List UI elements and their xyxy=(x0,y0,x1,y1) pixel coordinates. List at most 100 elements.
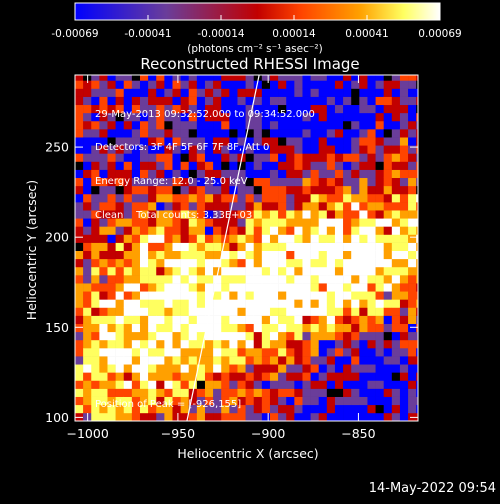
heatmap-cell xyxy=(375,88,384,97)
heatmap-cell xyxy=(253,169,263,179)
heatmap-cell xyxy=(123,80,133,89)
heatmap-cell xyxy=(91,380,100,389)
heatmap-cell xyxy=(294,218,303,227)
heatmap-cell xyxy=(269,307,279,316)
heatmap-cell xyxy=(351,266,360,276)
heatmap-cell xyxy=(245,356,255,365)
heatmap-cell xyxy=(204,348,214,357)
heatmap-cell xyxy=(245,364,255,373)
heatmap-cell xyxy=(302,112,311,122)
heatmap-cell xyxy=(229,250,238,260)
heatmap-cell xyxy=(375,364,384,373)
heatmap-cell xyxy=(139,331,149,341)
heatmap-cell xyxy=(91,120,100,130)
heatmap-cell xyxy=(391,234,401,243)
heatmap-cell xyxy=(83,202,92,211)
heatmap-cell xyxy=(359,96,368,106)
heatmap-cell xyxy=(164,266,173,276)
heatmap-cell xyxy=(131,250,141,260)
heatmap-cell xyxy=(172,75,181,81)
heatmap-cell xyxy=(107,364,116,373)
heatmap-cell xyxy=(213,380,222,389)
heatmap-cell xyxy=(261,372,271,381)
heatmap-cell xyxy=(391,153,401,162)
heatmap-cell xyxy=(351,202,360,211)
heatmap-cell xyxy=(416,226,418,235)
heatmap-cell xyxy=(286,266,295,276)
heatmap-cell xyxy=(237,193,246,203)
heatmap-cell xyxy=(399,112,409,122)
heatmap-cell xyxy=(294,315,303,324)
heatmap-cell xyxy=(269,226,279,235)
heatmap-cell xyxy=(343,75,352,81)
heatmap-cell xyxy=(131,177,141,187)
heatmap-cell xyxy=(391,193,401,203)
heatmap-cell xyxy=(399,258,409,268)
heatmap-cell xyxy=(302,120,311,130)
heatmap-cell xyxy=(261,291,271,300)
heatmap-cell xyxy=(83,210,92,219)
heatmap-cell xyxy=(188,161,198,170)
heatmap-cell xyxy=(164,404,173,414)
heatmap-cell xyxy=(229,153,238,162)
heatmap-cell xyxy=(326,80,336,89)
heatmap-cell xyxy=(408,137,417,146)
heatmap-cell xyxy=(172,250,181,260)
heatmap-cell xyxy=(204,145,214,154)
heatmap-cell xyxy=(148,145,157,154)
heatmap-cell xyxy=(269,145,279,154)
heatmap-cell xyxy=(156,388,165,397)
heatmap-cell xyxy=(343,283,352,292)
heatmap-cell xyxy=(229,323,238,333)
x-axis-ticks: −1000 −950 −900 −850 xyxy=(66,75,376,441)
heatmap-cell xyxy=(164,299,173,308)
heatmap-cell xyxy=(196,412,206,421)
heatmap-cell xyxy=(83,96,92,106)
heatmap-cell xyxy=(383,210,393,219)
heatmap-cell xyxy=(99,177,108,187)
heatmap-cell xyxy=(391,323,401,333)
heatmap-cell xyxy=(408,380,417,389)
heatmap-cell xyxy=(188,291,198,300)
heatmap-cell xyxy=(204,210,214,219)
heatmap-cell xyxy=(75,161,84,170)
heatmap-cell xyxy=(351,88,360,97)
heatmap-cell xyxy=(253,339,263,349)
heatmap-cell xyxy=(107,75,116,81)
heatmap-cell xyxy=(213,218,222,227)
heatmap-cell xyxy=(83,104,92,114)
heatmap-cell xyxy=(286,412,295,421)
heatmap-cell xyxy=(391,104,401,114)
heatmap-cell xyxy=(196,112,206,122)
heatmap-cell xyxy=(172,266,181,276)
heatmap-cell xyxy=(310,137,320,146)
heatmap-cell xyxy=(180,96,190,106)
heatmap-cell xyxy=(367,96,376,106)
heatmap-cell xyxy=(131,112,141,122)
heatmap-cell xyxy=(115,291,125,300)
heatmap-cell xyxy=(302,339,311,349)
heatmap-cell xyxy=(310,364,320,373)
heatmap-cell xyxy=(310,380,320,389)
heatmap-cell xyxy=(123,364,133,373)
heatmap-cell xyxy=(115,75,125,81)
heatmap-cell xyxy=(221,315,230,324)
heatmap-cell xyxy=(278,412,287,421)
heatmap-cell xyxy=(237,242,246,252)
heatmap-cell xyxy=(156,153,165,162)
heatmap-cell xyxy=(399,104,409,114)
heatmap-cell xyxy=(408,169,417,179)
heatmap-cell xyxy=(278,104,287,114)
heatmap-cell xyxy=(196,372,206,381)
heatmap-cell xyxy=(99,412,108,421)
heatmap-cell xyxy=(245,218,255,227)
heatmap-cell xyxy=(399,242,409,252)
heatmap-cell xyxy=(229,388,238,397)
heatmap-cell xyxy=(148,388,157,397)
heatmap-cell xyxy=(391,388,401,397)
heatmap-cell xyxy=(286,348,295,357)
heatmap-cell xyxy=(139,120,149,130)
heatmap-cell xyxy=(351,307,360,316)
heatmap-cell xyxy=(237,169,246,179)
heatmap-cell xyxy=(115,339,125,349)
